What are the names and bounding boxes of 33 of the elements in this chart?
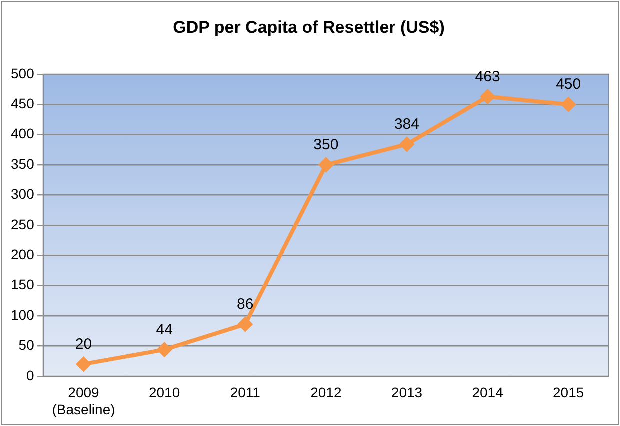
- point: [562, 98, 576, 112]
- data-label: 463: [475, 68, 500, 86]
- chart-title: GDP per Capita of Resettler (US$): [173, 18, 445, 37]
- y-tick-label: 300: [11, 186, 35, 202]
- y-tick-label: 400: [11, 126, 35, 142]
- y-tick-label: 350: [11, 156, 35, 172]
- data-label: 450: [556, 76, 582, 94]
- data-label: 350: [314, 136, 339, 154]
- y-tick-label: 50: [18, 337, 35, 354]
- x-tick-label: 2014: [472, 384, 504, 401]
- data-label: 86: [237, 296, 254, 314]
- y-tick-label: 450: [11, 95, 35, 112]
- y-tick-label: 0: [26, 367, 35, 384]
- point: [158, 342, 172, 357]
- point: [238, 317, 252, 332]
- data-label: 384: [394, 116, 420, 134]
- x-tick-label: 2015: [553, 384, 584, 401]
- y-tick-label: 150: [11, 276, 35, 293]
- y-tick-label: 250: [11, 216, 35, 232]
- y-tick-label: 500: [11, 65, 35, 82]
- point: [76, 357, 91, 372]
- data-label: 20: [75, 336, 92, 353]
- y-tick-label: 200: [11, 246, 35, 262]
- y-tick-label: 100: [11, 306, 35, 323]
- point: [480, 90, 495, 104]
- x-tick-label: 2011: [230, 384, 261, 401]
- x-tick-label: 2009 (Baseline): [52, 384, 116, 418]
- x-tick-label: 2012: [310, 384, 342, 401]
- point: [400, 137, 414, 152]
- x-tick-label: 2013: [391, 384, 423, 401]
- data-label: 44: [156, 321, 173, 338]
- x-tick-label: 2010: [148, 384, 180, 401]
- point: [319, 158, 334, 172]
